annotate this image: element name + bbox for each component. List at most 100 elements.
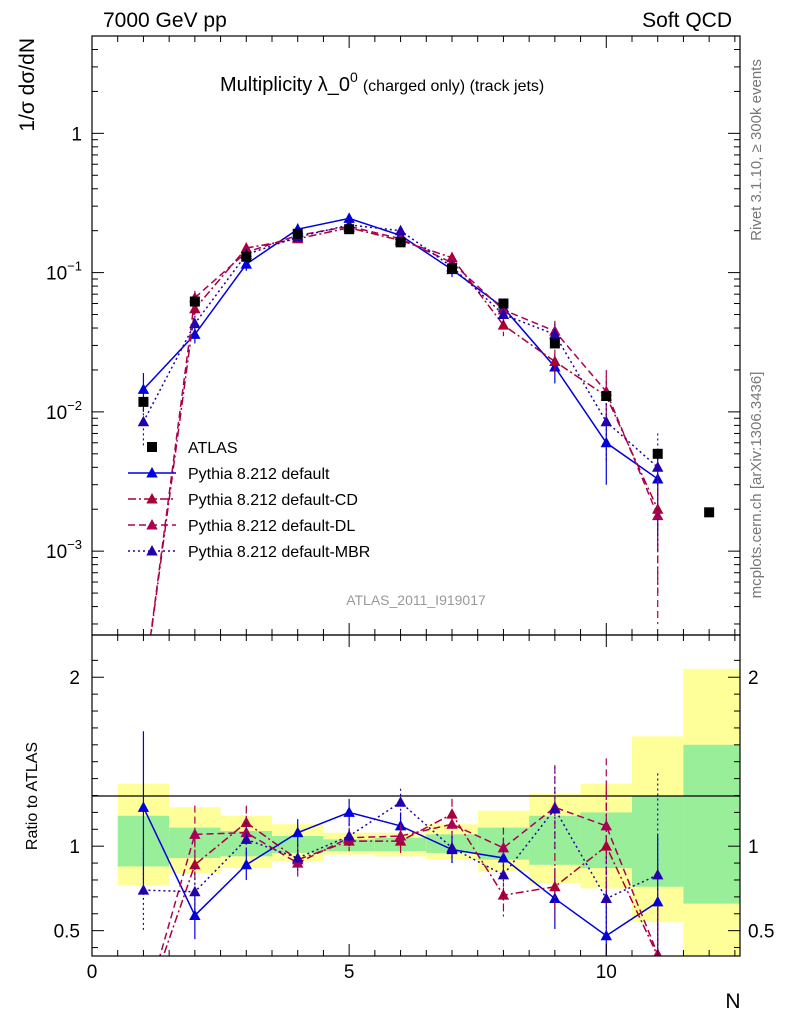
main-series: [137, 212, 664, 695]
series-2-ratio-marker: [600, 840, 612, 851]
ratio-band-green: [683, 744, 740, 904]
ratio-series: [137, 731, 664, 1018]
series-4-marker: [497, 308, 510, 320]
series-3-ratio-marker: [240, 826, 252, 838]
chart-title: Multiplicity λ_00(charged only) (track j…: [220, 69, 544, 96]
legend-label: Pythia 8.212 default-DL: [188, 518, 355, 535]
series-1-marker: [600, 436, 612, 448]
series-4-ratio-marker: [137, 884, 150, 895]
series-4-line: [142, 224, 659, 468]
series-4-marker: [600, 415, 612, 427]
series-4-ratio-marker: [600, 892, 612, 904]
x-axis-label: N: [725, 990, 740, 1013]
atlas-data-point: [447, 263, 457, 274]
series-3-line: [149, 225, 659, 635]
legend-marker: [146, 493, 158, 504]
ratio-y-axis-label: Ratio to ATLAS: [24, 742, 41, 850]
atlas-data-point: [601, 391, 612, 402]
series-3-ratio-marker: [138, 1007, 149, 1018]
series-3-ratio-marker: [394, 830, 407, 841]
series-2-ratio-marker: [549, 880, 561, 892]
legend-atlas-marker: [147, 442, 157, 452]
series-1-marker: [343, 212, 355, 223]
series-1-ratio-marker: [343, 806, 355, 817]
series-1-ratio-marker: [497, 852, 510, 863]
ratio-uncertainty-bands: [117, 668, 740, 956]
energy-label: 7000 GeV pp: [103, 9, 227, 32]
series-2-marker: [549, 355, 561, 367]
rivet-label: Rivet 3.1.10, ≥ 300k events: [748, 59, 765, 241]
series-1-ratio-marker: [292, 826, 304, 838]
ratio-tick-label-left: 0.5: [54, 922, 80, 943]
series-2-marker: [497, 319, 510, 330]
atlas-data-point: [549, 338, 560, 349]
series-4-marker: [394, 224, 407, 236]
legend-label: Pythia 8.212 default-CD: [188, 492, 358, 509]
series-3-ratio-marker: [600, 819, 612, 831]
ratio-tick-label-right: 0.5: [748, 922, 774, 943]
series-1-ratio-marker: [652, 895, 664, 907]
axis-tick-labels: 0 5 10 1 10−1 10−2 10−3 0.5 0.5 1 1 2 2: [46, 124, 774, 983]
series-2-marker: [189, 302, 201, 314]
y-tick-label: 10−3: [46, 537, 82, 563]
analysis-label: ATLAS_2011_I919017: [346, 592, 486, 608]
series-3-marker: [138, 684, 149, 695]
series-4-ratio-marker: [652, 868, 664, 880]
legend-marker: [146, 467, 158, 478]
series-4-ratio-marker: [549, 803, 561, 814]
series-3-ratio-marker: [497, 841, 510, 853]
series-3-ratio-line: [159, 806, 659, 956]
atlas-data-point: [395, 237, 406, 248]
ratio-tick-label-left: 1: [69, 837, 80, 858]
series-3-ratio-marker: [446, 818, 458, 829]
y-tick-label: 1: [71, 124, 82, 145]
atlas-data-points: [138, 224, 715, 518]
series-1-marker: [240, 258, 252, 269]
legend-label: Pythia 8.212 default-MBR: [188, 544, 370, 561]
series-4-marker: [189, 317, 201, 329]
series-4-ratio-marker: [189, 885, 201, 897]
legend-marker: [146, 519, 158, 530]
atlas-data-point: [704, 507, 715, 518]
series-2-ratio-marker: [189, 858, 201, 870]
mcplots-label: mcplots.cern.ch [arXiv:1306.3436]: [748, 372, 765, 599]
ratio-tick-label-left: 2: [69, 668, 80, 689]
x-tick-label: 0: [87, 962, 98, 983]
legend: ATLAS Pythia 8.212 default Pythia 8.212 de…: [128, 440, 370, 561]
atlas-data-point: [189, 296, 200, 307]
series-4-ratio-marker: [292, 852, 304, 863]
series-2-line: [150, 226, 659, 635]
series-3-ratio-marker: [189, 828, 201, 839]
x-tick-label: 10: [596, 962, 617, 983]
legend-marker: [146, 545, 158, 556]
atlas-data-point: [292, 228, 303, 239]
series-2-marker: [138, 684, 149, 695]
x-tick-label: 5: [344, 962, 355, 983]
ratio-tick-label-right: 2: [748, 668, 759, 689]
atlas-data-point: [498, 298, 509, 309]
series-4-marker: [652, 461, 664, 472]
atlas-data-point: [652, 448, 663, 459]
series-1-ratio-marker: [600, 929, 612, 941]
y-axis-label: 1/σ dσ/dN: [16, 38, 39, 132]
series-4-marker: [137, 415, 150, 427]
legend-label: Pythia 8.212 default: [188, 466, 330, 483]
y-tick-label: 10−1: [46, 259, 82, 285]
atlas-data-point: [241, 251, 252, 262]
atlas-data-point: [344, 224, 355, 235]
series-4-ratio-marker: [343, 830, 355, 841]
series-1-marker: [189, 328, 201, 339]
ratio-plot-frame: [91, 634, 741, 957]
atlas-data-point: [138, 396, 149, 407]
series-4-ratio-marker: [240, 833, 252, 844]
series-2-ratio-marker: [497, 889, 510, 900]
ratio-tick-label-right: 1: [748, 837, 759, 858]
series-1-marker: [137, 383, 150, 394]
series-4-ratio-marker: [446, 841, 458, 853]
series-1-ratio-marker: [240, 858, 252, 870]
y-tick-label: 10−2: [46, 398, 82, 424]
series-4-ratio-marker: [394, 796, 407, 807]
series-2-ratio-marker: [138, 1007, 149, 1018]
series-4-ratio-marker: [497, 868, 510, 880]
